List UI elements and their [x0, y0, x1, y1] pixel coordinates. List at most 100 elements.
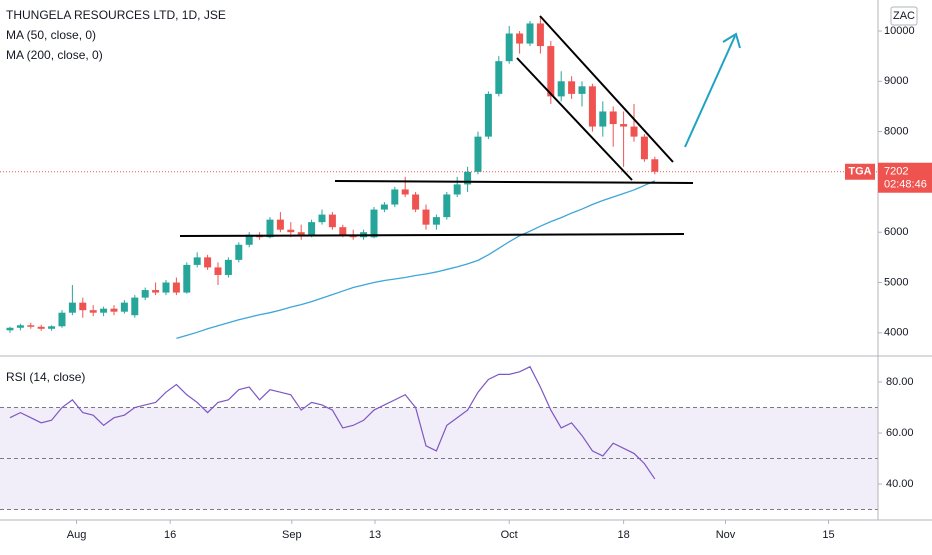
candle-body — [536, 23, 544, 47]
trend-line — [539, 15, 674, 163]
currency[interactable]: ZAC — [893, 10, 915, 22]
candle-body — [370, 209, 378, 238]
candle-body — [453, 184, 461, 195]
candle-body — [651, 159, 659, 172]
candle-body — [27, 325, 35, 327]
y-tick-label: 4000 — [884, 327, 908, 339]
trend-line — [516, 57, 633, 181]
candle-body — [380, 204, 388, 210]
candle-body — [557, 81, 565, 97]
candle-body — [193, 257, 201, 265]
candle-body — [474, 136, 482, 172]
candle-body — [276, 219, 284, 230]
candle-body — [224, 259, 232, 275]
moving-average — [176, 180, 656, 339]
candle-body — [48, 326, 56, 329]
candle-body — [58, 312, 66, 327]
candle-body — [588, 86, 596, 127]
symbol-box — [845, 163, 875, 180]
price-pane — [0, 15, 878, 339]
last-price-label: 7202 — [884, 166, 908, 178]
candle-body — [464, 171, 472, 185]
candle-body — [339, 227, 347, 235]
candle-body — [526, 23, 534, 44]
drawings — [179, 15, 741, 237]
candle-body — [630, 126, 638, 137]
y-tick-label: 9000 — [884, 75, 908, 87]
candle-body — [204, 257, 212, 268]
x-tick-label: 15 — [822, 529, 834, 541]
candle-body — [578, 86, 586, 94]
candle-body — [505, 33, 513, 62]
y-tick-label: 5000 — [884, 276, 908, 288]
candle-body — [120, 302, 128, 312]
candle-body — [620, 124, 628, 127]
candle-body — [214, 267, 222, 275]
candle-body — [110, 308, 118, 312]
candle-body — [495, 61, 503, 94]
candle-body — [131, 297, 139, 316]
y-tick-label: 10000 — [884, 25, 915, 37]
y-tick-label: 80.00 — [886, 376, 914, 388]
candle-body — [432, 217, 440, 225]
candle-body — [245, 234, 253, 245]
candle-body — [599, 111, 607, 127]
candle-body — [266, 219, 274, 238]
indicator-label: MA (200, close, 0) — [6, 48, 103, 62]
candle-body — [235, 244, 243, 260]
candle-body — [183, 264, 191, 293]
candle-body — [412, 194, 420, 210]
candle-body — [401, 189, 409, 195]
countdown: 02:48:46 — [884, 179, 927, 191]
candle-body — [328, 214, 336, 228]
candle-body — [422, 209, 430, 225]
candle-body — [484, 93, 492, 137]
arrow-head — [722, 32, 741, 49]
candle-body — [287, 229, 295, 233]
candle-body — [568, 81, 576, 94]
x-tick-label: 13 — [369, 529, 381, 541]
rsi-pane — [0, 365, 878, 511]
y-tick-label: 60.00 — [886, 427, 914, 439]
candle-body — [68, 302, 76, 313]
candle-body — [89, 310, 97, 313]
chart-title: THUNGELA RESOURCES LTD, 1D, JSE — [6, 8, 226, 22]
candle-body — [318, 214, 326, 223]
rsi-label: RSI (14, close) — [6, 370, 85, 384]
candle-body — [37, 326, 45, 329]
currency-box[interactable] — [890, 6, 918, 26]
last-price-box — [878, 162, 932, 193]
x-tick-label: Sep — [282, 529, 302, 541]
candle-body — [640, 136, 648, 160]
y-tick-label: 8000 — [884, 126, 908, 138]
rsi-band — [0, 407, 878, 510]
x-tick-label: 18 — [617, 529, 629, 541]
y-tick-label: 6000 — [884, 226, 908, 238]
candle-body — [141, 290, 149, 298]
candle-body — [6, 327, 14, 331]
rsi-line — [9, 365, 656, 480]
candle-body — [172, 282, 180, 293]
candle-body — [152, 290, 160, 293]
x-tick-label: 16 — [164, 529, 176, 541]
candle-body — [308, 222, 316, 235]
indicator-label: MA (50, close, 0) — [6, 28, 96, 42]
candle-body — [516, 33, 524, 44]
candle-body — [162, 282, 170, 293]
x-tick-label: Aug — [67, 529, 87, 541]
support-line — [179, 233, 685, 237]
arrow — [684, 35, 736, 148]
symbol-label: TGA — [848, 166, 871, 178]
x-tick-label: Oct — [501, 529, 518, 541]
candle-body — [609, 111, 617, 125]
candle-body — [79, 302, 87, 311]
y-tick-label: 40.00 — [886, 478, 914, 490]
candle-body — [391, 189, 399, 205]
x-tick-label: Nov — [716, 529, 736, 541]
support-line — [334, 180, 694, 184]
candle-body — [443, 194, 451, 218]
candle-body — [100, 308, 108, 313]
candle-body — [297, 232, 305, 235]
